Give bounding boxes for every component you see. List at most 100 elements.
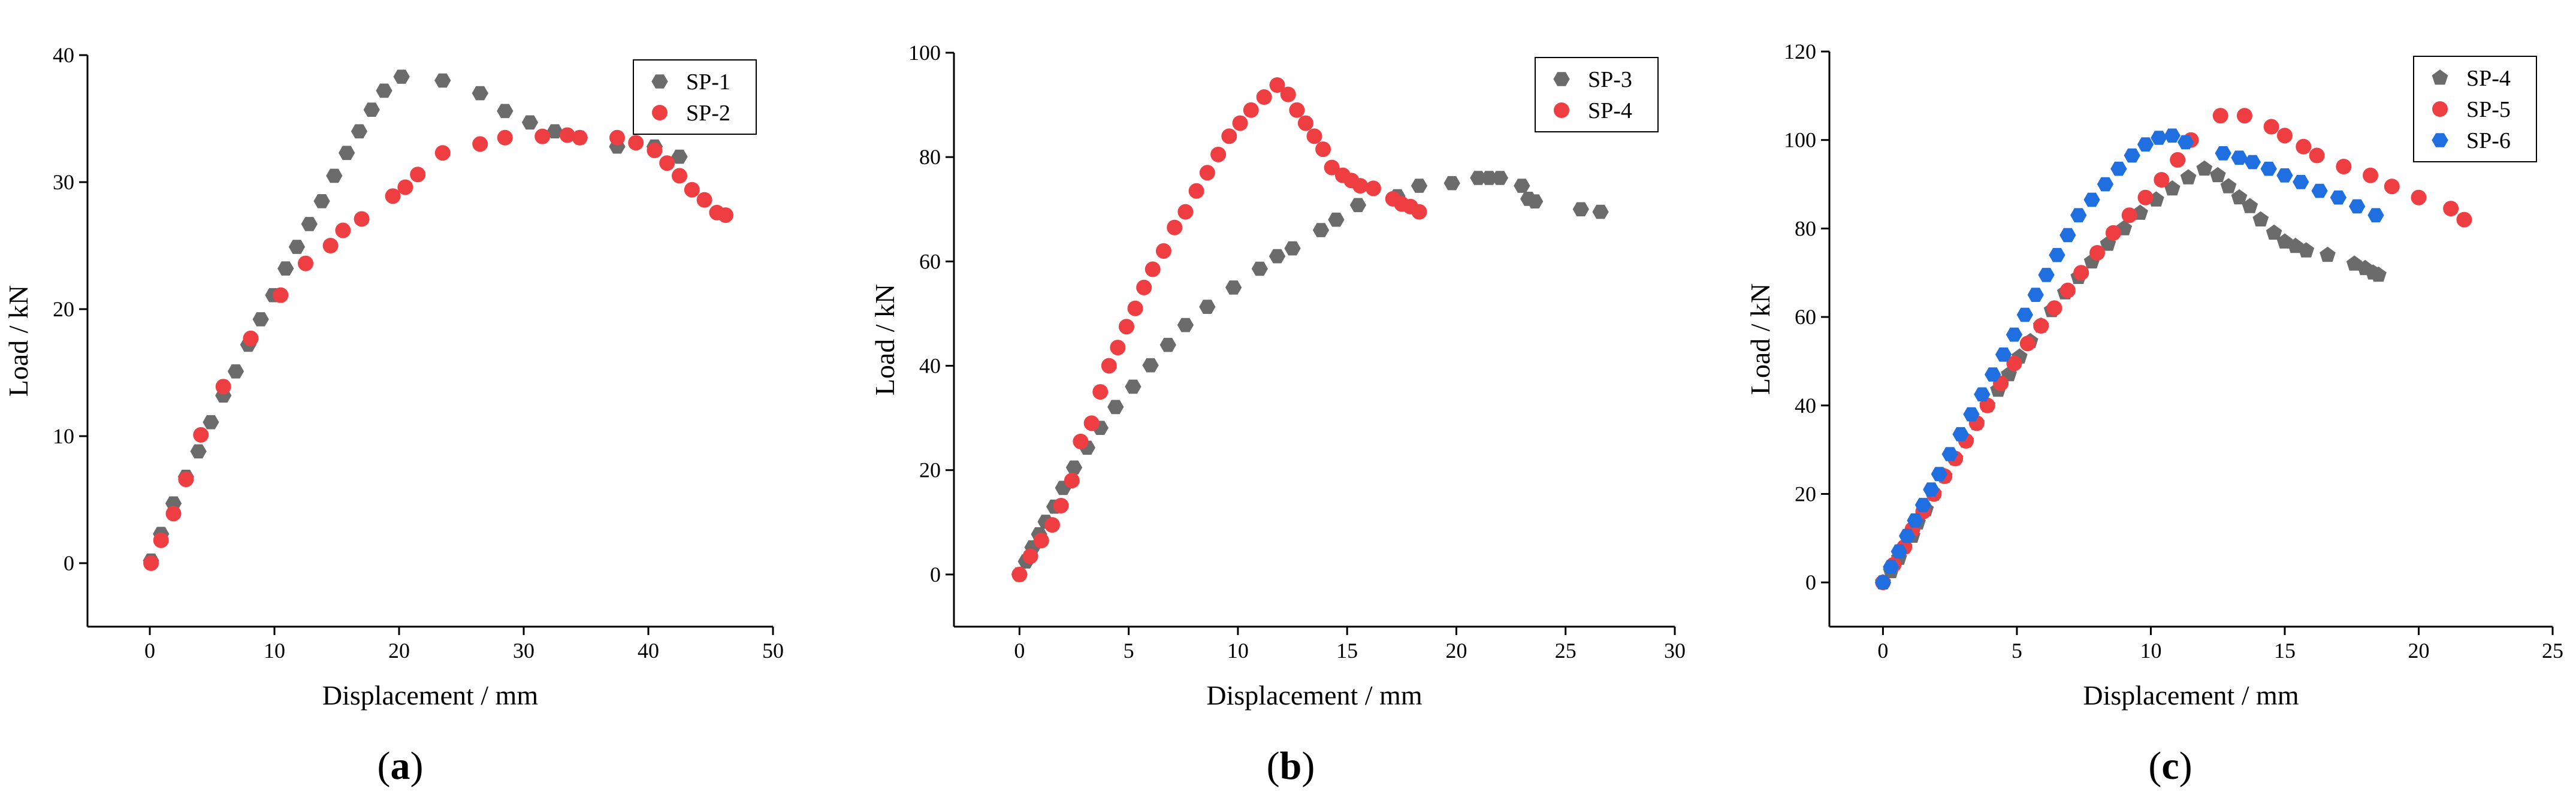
data-point	[659, 155, 675, 171]
data-point	[153, 532, 169, 548]
data-point	[1527, 194, 1544, 208]
data-point	[2070, 208, 2087, 223]
data-point	[2027, 288, 2044, 302]
data-point	[671, 149, 688, 164]
series-SP-4	[1875, 160, 2387, 590]
data-point	[1144, 261, 1161, 277]
data-point	[1592, 204, 1609, 219]
x-tick-label: 0	[1877, 639, 1888, 663]
y-tick-label: 60	[1795, 305, 1816, 329]
data-point	[1232, 115, 1248, 131]
data-point	[2411, 189, 2427, 205]
data-point	[215, 379, 231, 395]
data-point	[1022, 548, 1038, 564]
data-point	[2209, 167, 2226, 183]
x-tick-label: 15	[2274, 639, 2296, 663]
data-point	[1221, 128, 1237, 144]
data-point	[288, 240, 306, 254]
data-point	[322, 238, 339, 253]
data-point	[2089, 245, 2106, 261]
data-point	[2059, 282, 2076, 298]
data-point	[2016, 307, 2033, 322]
data-point	[2083, 192, 2100, 207]
data-point	[1306, 128, 1322, 144]
data-point	[647, 143, 663, 158]
legend-marker	[1554, 102, 1569, 118]
data-point	[2244, 155, 2261, 170]
data-point	[2296, 138, 2312, 155]
data-point	[1985, 367, 2001, 382]
data-point	[1107, 400, 1124, 415]
data-point	[143, 555, 159, 571]
data-point	[2196, 160, 2213, 176]
x-tick-label: 50	[762, 639, 784, 663]
data-point	[672, 168, 687, 184]
data-point	[385, 188, 401, 204]
data-point	[326, 168, 343, 183]
x-tick-label: 10	[264, 639, 285, 663]
data-point	[1243, 102, 1259, 118]
data-point	[2006, 355, 2022, 371]
data-point	[227, 364, 244, 379]
data-point	[273, 287, 289, 303]
data-point	[1891, 544, 1907, 559]
data-point	[1481, 171, 1497, 185]
y-tick-label: 10	[53, 424, 74, 448]
data-point	[2177, 135, 2194, 150]
x-tick-label: 30	[513, 639, 534, 663]
x-tick-label: 5	[2012, 639, 2022, 663]
data-point	[1899, 528, 1916, 543]
data-point	[472, 86, 488, 101]
data-point	[2164, 128, 2181, 143]
x-tick-label: 30	[1664, 639, 1686, 663]
data-point	[1874, 575, 1892, 590]
data-point	[1315, 141, 1331, 158]
data-point	[497, 104, 514, 119]
legend: SP-4 SP-5 SP-6	[2413, 56, 2537, 162]
data-point	[1125, 379, 1141, 394]
data-point	[1199, 165, 1215, 181]
data-point	[1312, 223, 1330, 237]
data-point	[2137, 189, 2154, 205]
data-point	[1995, 347, 2012, 362]
data-point	[1411, 179, 1428, 193]
data-point	[2330, 190, 2347, 205]
x-axis-title: Displacement / mm	[322, 680, 538, 711]
x-tick-label: 20	[2408, 639, 2429, 663]
y-tick-label: 40	[919, 354, 941, 378]
legend-label: SP-5	[2466, 97, 2511, 122]
y-tick-label: 40	[1795, 394, 1816, 418]
data-point	[609, 129, 625, 146]
data-point	[178, 471, 194, 488]
y-tick-label: 20	[919, 458, 941, 482]
data-point	[354, 211, 370, 227]
y-tick-label: 30	[53, 170, 74, 194]
x-tick-label: 0	[144, 639, 155, 663]
data-point	[397, 179, 413, 195]
data-point	[2276, 128, 2293, 144]
data-point	[1210, 146, 1227, 162]
data-point	[2170, 152, 2186, 168]
data-point	[521, 115, 539, 130]
panel-label: (a)	[378, 744, 424, 788]
data-point	[1941, 447, 1958, 461]
data-point	[2110, 161, 2127, 176]
y-tick-label: 0	[1805, 570, 1816, 594]
data-point	[1914, 498, 1932, 512]
data-point	[2121, 207, 2137, 223]
data-point	[1110, 340, 1126, 356]
y-tick-label: 100	[1784, 128, 1816, 152]
y-tick-label: 60	[919, 249, 941, 273]
data-point	[2124, 148, 2140, 163]
data-point	[2212, 108, 2228, 124]
data-point	[1974, 387, 1991, 402]
data-point	[393, 69, 410, 84]
data-point	[2033, 318, 2049, 334]
data-point	[2215, 146, 2231, 161]
legend-label: SP-4	[2466, 66, 2511, 91]
legend-marker	[2432, 133, 2448, 147]
data-point	[1365, 180, 1381, 197]
data-point	[2384, 179, 2400, 195]
data-point	[2456, 211, 2472, 228]
